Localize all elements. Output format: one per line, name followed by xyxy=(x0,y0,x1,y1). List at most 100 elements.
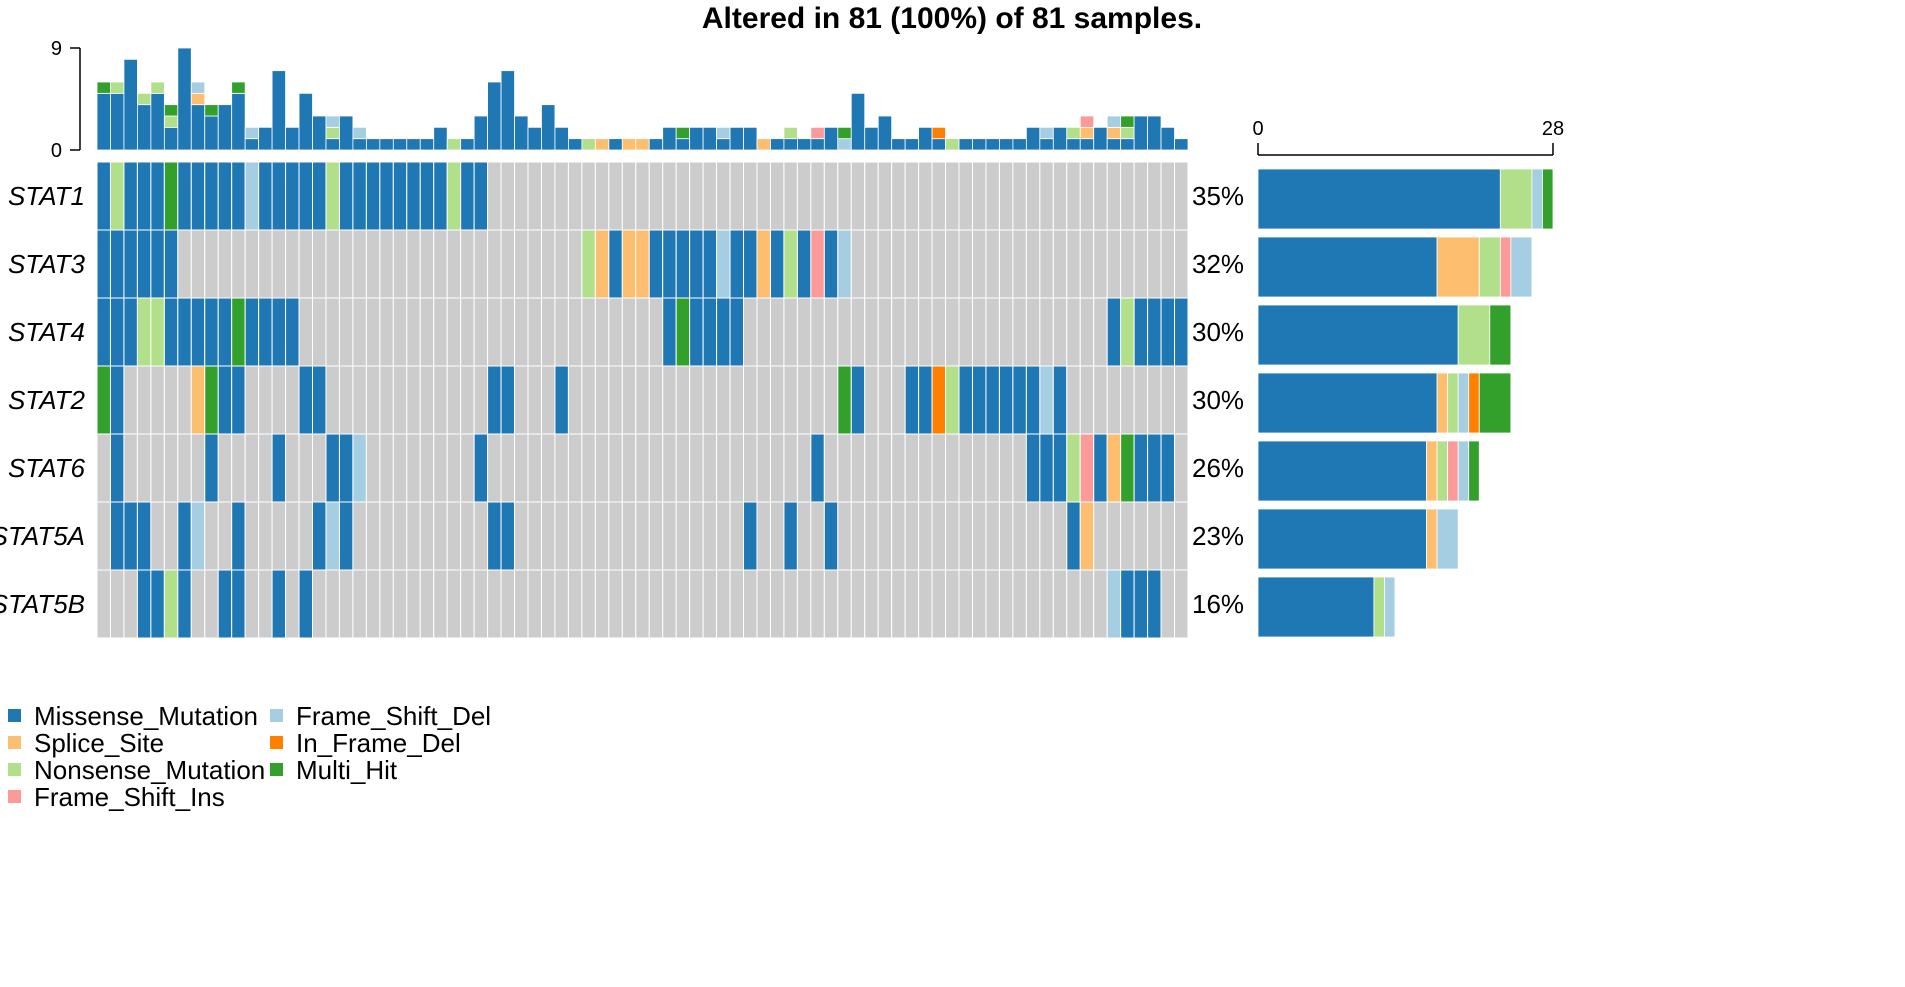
grid-cell xyxy=(971,569,987,639)
grid-cell xyxy=(258,229,273,299)
grid-cell xyxy=(1133,365,1149,435)
side-bar-segment xyxy=(1457,304,1491,366)
top-bar-segment xyxy=(365,138,381,151)
grid-cell xyxy=(406,161,421,231)
grid-cell xyxy=(258,433,273,503)
grid-cell xyxy=(190,569,206,639)
grid-cell xyxy=(810,297,825,367)
grid-cell xyxy=(716,297,731,367)
grid-cell xyxy=(702,297,718,367)
grid-cell xyxy=(500,297,516,367)
grid-cell xyxy=(365,229,381,299)
grid-cell xyxy=(1147,161,1162,231)
legend-label: Missense_Mutation xyxy=(34,701,258,731)
grid-cell xyxy=(244,569,260,639)
top-bar-segment xyxy=(716,126,731,140)
grid-cell xyxy=(285,161,300,231)
grid-cell xyxy=(460,501,475,571)
grid-cell xyxy=(312,161,327,231)
top-bar-segment xyxy=(743,126,758,151)
percent-label: 32% xyxy=(1192,249,1244,279)
gene-label: STAT6 xyxy=(8,453,86,483)
grid-cell xyxy=(473,569,489,639)
grid-cell xyxy=(1093,501,1108,571)
grid-cell xyxy=(796,229,812,299)
grid-cell xyxy=(163,501,179,571)
grid-cell xyxy=(998,433,1014,503)
top-bar-segment xyxy=(931,126,946,140)
grid-cell xyxy=(648,161,664,231)
grid-cell xyxy=(1012,161,1027,231)
grid-cell xyxy=(271,433,287,503)
grid-cell xyxy=(702,365,718,435)
grid-cell xyxy=(689,365,704,435)
grid-cell xyxy=(648,433,664,503)
grid-cell xyxy=(581,501,596,571)
grid-cell xyxy=(123,433,138,503)
grid-cell xyxy=(500,229,516,299)
grid-cell xyxy=(1093,297,1108,367)
side-bar-segment xyxy=(1373,576,1385,638)
grid-cell xyxy=(392,297,408,367)
grid-cell xyxy=(675,433,691,503)
grid-cell xyxy=(689,161,704,231)
grid-cell xyxy=(136,569,152,639)
grid-cell xyxy=(1160,433,1176,503)
grid-cell xyxy=(338,433,354,503)
grid-cell xyxy=(473,161,489,231)
grid-cell xyxy=(177,501,192,571)
grid-cell xyxy=(352,161,367,231)
side-axis-tick-label: 28 xyxy=(1542,118,1564,140)
top-bar-segment xyxy=(217,104,233,151)
grid-cell xyxy=(1120,297,1135,367)
legend: Missense_MutationSplice_SiteNonsense_Mut… xyxy=(8,701,491,812)
grid-cell xyxy=(325,365,340,435)
grid-cell xyxy=(1106,569,1122,639)
grid-cell xyxy=(621,297,637,367)
grid-cell xyxy=(1106,161,1122,231)
grid-cell xyxy=(312,365,327,435)
grid-cell xyxy=(554,365,569,435)
top-bar-segment xyxy=(271,70,286,151)
grid-cell xyxy=(352,501,367,571)
grid-cell xyxy=(998,297,1014,367)
grid-cell xyxy=(918,433,933,503)
grid-cell xyxy=(285,365,300,435)
grid-cell xyxy=(904,365,920,435)
grid-cell xyxy=(1052,569,1068,639)
side-bar-segment xyxy=(1257,236,1438,298)
grid-cell xyxy=(621,229,637,299)
grid-cell xyxy=(621,433,637,503)
grid-cell xyxy=(1160,501,1176,571)
grid-cell xyxy=(1012,569,1027,639)
top-bar-segment xyxy=(514,115,529,151)
grid-cell xyxy=(527,229,542,299)
side-bar-segment xyxy=(1257,372,1438,434)
grid-cell xyxy=(931,365,947,435)
grid-cell xyxy=(258,365,273,435)
grid-cell xyxy=(1079,297,1095,367)
grid-cell xyxy=(1025,297,1041,367)
top-bar-segment xyxy=(231,92,246,151)
side-bar-segment xyxy=(1457,440,1470,502)
grid-cell xyxy=(109,569,125,639)
top-bar-segment xyxy=(150,81,165,94)
grid-cell xyxy=(244,501,260,571)
grid-cell xyxy=(514,161,529,231)
grid-cell xyxy=(487,365,502,435)
grid-cell xyxy=(1147,501,1162,571)
top-bar-segment xyxy=(527,126,542,151)
grid-cell xyxy=(702,229,718,299)
grid-cell xyxy=(433,569,448,639)
grid-cell xyxy=(540,161,556,231)
grid-cell xyxy=(487,433,502,503)
grid-cell xyxy=(958,569,973,639)
grid-cell xyxy=(635,569,650,639)
top-bar-segment xyxy=(352,138,367,151)
grid-cell xyxy=(891,433,906,503)
top-axis-tick-label: 0 xyxy=(51,140,62,162)
grid-cell xyxy=(1066,297,1081,367)
top-bar-segment xyxy=(850,92,866,151)
grid-cell xyxy=(244,297,260,367)
